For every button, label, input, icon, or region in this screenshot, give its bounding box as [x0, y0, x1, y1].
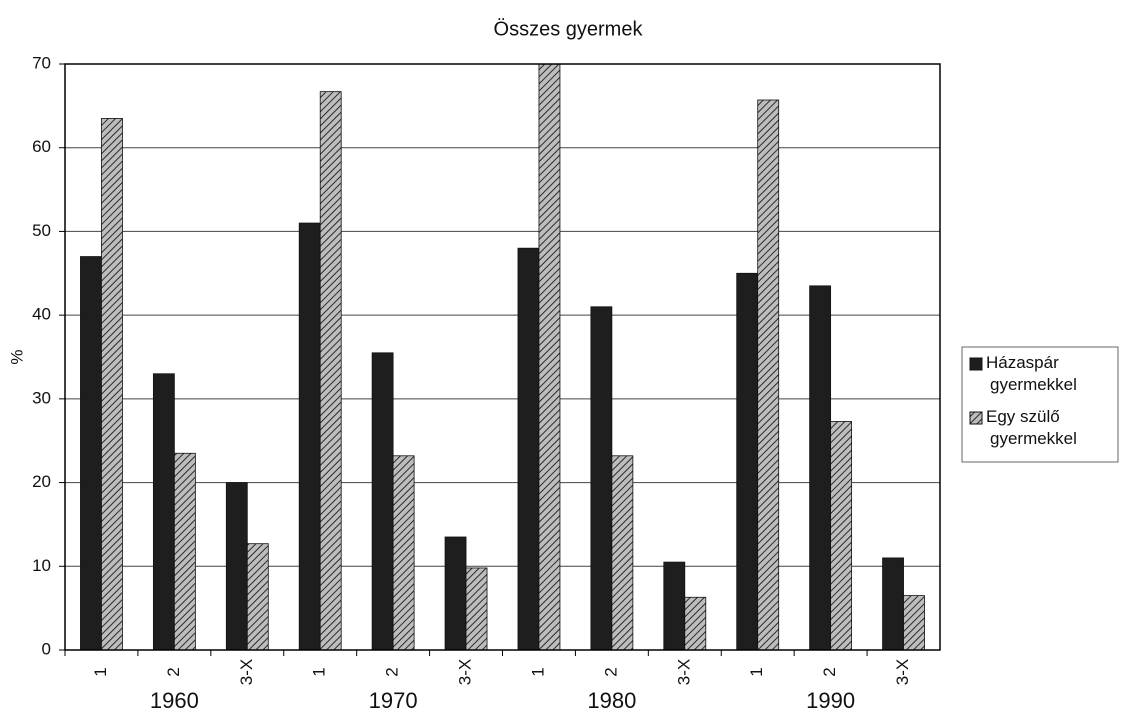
legend-swatch	[969, 411, 983, 425]
bar	[444, 536, 467, 651]
bar	[298, 222, 321, 651]
y-axis-label: %	[7, 349, 26, 364]
legend-label: Egy szülő gyermekkel	[986, 407, 1077, 448]
group-label: 1970	[369, 688, 418, 713]
bar	[80, 256, 102, 651]
legend-box	[961, 346, 1119, 463]
bar	[392, 455, 415, 651]
group-label: 1960	[150, 688, 199, 713]
bar	[319, 91, 342, 651]
bar	[736, 272, 759, 651]
y-tick-label: 60	[32, 137, 51, 156]
bar	[809, 285, 832, 651]
y-tick-label: 50	[32, 221, 51, 240]
bar	[663, 561, 686, 651]
group-label: 1990	[806, 688, 855, 713]
x-tick-label: 1	[747, 667, 766, 676]
bar	[538, 63, 561, 651]
bar	[371, 352, 394, 651]
bar	[246, 543, 269, 651]
y-tick-label: 10	[32, 556, 51, 575]
x-tick-label: 3-X	[237, 659, 256, 685]
x-tick-label: 3-X	[893, 659, 912, 685]
bar	[903, 595, 925, 651]
x-tick-label: 2	[383, 667, 402, 676]
bar	[152, 373, 175, 651]
bar	[225, 482, 248, 651]
bar	[882, 557, 904, 651]
x-tick-label: 1	[91, 667, 110, 676]
bar	[590, 306, 613, 651]
x-tick-label: 2	[164, 667, 183, 676]
bar	[465, 567, 488, 651]
bar	[101, 118, 123, 651]
bar	[611, 455, 634, 651]
y-tick-label: 0	[42, 639, 51, 658]
bar	[517, 247, 540, 651]
bar	[684, 596, 707, 651]
bar	[173, 452, 196, 651]
x-tick-label: 3-X	[456, 659, 475, 685]
y-tick-label: 20	[32, 472, 51, 491]
x-tick-label: 2	[820, 667, 839, 676]
legend-swatch	[969, 357, 983, 371]
y-tick-label: 40	[32, 305, 51, 324]
y-tick-label: 30	[32, 388, 51, 407]
bar	[830, 421, 853, 651]
x-tick-label: 1	[528, 667, 547, 676]
y-tick-label: 70	[32, 53, 51, 72]
legend-label: Házaspár gyermekkel	[986, 353, 1077, 394]
bar	[757, 99, 780, 651]
x-tick-label: 1	[310, 667, 329, 676]
group-label: 1980	[587, 688, 636, 713]
x-tick-label: 2	[601, 667, 620, 676]
x-tick-label: 3-X	[674, 659, 693, 685]
plot-frame	[64, 63, 941, 651]
chart-title: Összes gyermek	[494, 18, 644, 40]
